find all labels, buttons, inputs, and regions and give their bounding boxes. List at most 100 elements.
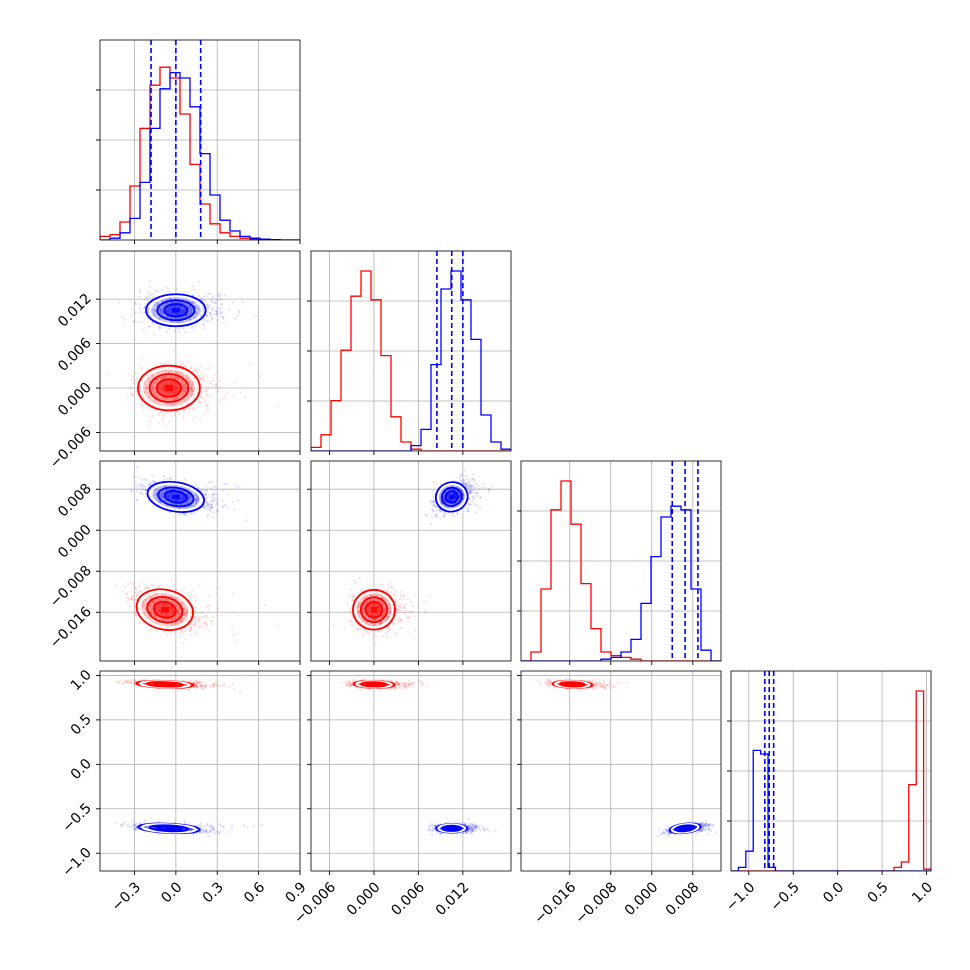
scatter-point [454, 495, 457, 499]
scatter-point [152, 601, 155, 604]
scatter-point [351, 595, 354, 599]
scatter-point [186, 303, 189, 307]
scatter-point [129, 387, 133, 390]
scatter-point [187, 499, 190, 502]
scatter-point [211, 296, 214, 299]
scatter-point [175, 503, 178, 506]
scatter-point [190, 589, 194, 592]
scatter-point [386, 630, 389, 633]
scatter-point [182, 607, 186, 610]
scatter-point [453, 497, 456, 501]
scatter-point [177, 410, 180, 413]
scatter-point [362, 604, 365, 607]
scatter-point [171, 618, 174, 621]
scatter-point [196, 500, 199, 503]
scatter-point [160, 317, 163, 320]
scatter-point [204, 388, 207, 391]
scatter-point [454, 496, 457, 499]
scatter-point [403, 605, 406, 608]
scatter-point [179, 316, 182, 320]
scatter-point [244, 519, 248, 522]
scatter-point [198, 308, 201, 311]
scatter-point [468, 503, 471, 506]
scatter-point [194, 684, 197, 688]
scatter-point [353, 580, 356, 583]
scatter-point [180, 619, 183, 623]
scatter-point [184, 513, 187, 516]
scatter-point [351, 594, 354, 597]
scatter-point [234, 640, 237, 643]
scatter-point [219, 587, 222, 590]
scatter-point [233, 394, 236, 397]
scatter-point [462, 481, 465, 484]
scatter-point [195, 615, 198, 618]
scatter-point [349, 588, 353, 591]
scatter-point [475, 491, 479, 494]
scatter-point [176, 503, 179, 506]
scatter-point [173, 398, 176, 401]
scatter-point [223, 482, 226, 485]
scatter-point [442, 496, 445, 499]
scatter-point [196, 682, 199, 686]
density-core-red [164, 384, 174, 392]
scatter-point [179, 496, 182, 499]
scatter-point [168, 607, 171, 610]
scatter-point [397, 616, 400, 619]
scatter-point [129, 490, 132, 493]
scatter-point [193, 495, 197, 498]
scatter-point [205, 507, 209, 510]
scatter-point [468, 489, 471, 492]
scatter-point [179, 503, 182, 506]
contour-red-3 [152, 600, 177, 619]
scatter-point [376, 593, 379, 597]
scatter-point [169, 382, 172, 385]
scatter-point [169, 606, 172, 609]
scatter-point [160, 605, 163, 608]
scatter-point [183, 496, 186, 499]
scatter-point [96, 397, 98, 399]
scatter-point [166, 383, 169, 386]
scatter-point [390, 585, 393, 588]
scatter-point [357, 605, 360, 608]
scatter-point [180, 310, 183, 313]
scatter-point [220, 297, 223, 301]
scatter-point [182, 618, 185, 621]
scatter-point [203, 317, 206, 321]
scatter-point [377, 608, 381, 611]
scatter-point [453, 497, 456, 500]
scatter-point [246, 685, 250, 688]
scatter-point [166, 495, 169, 498]
scatter-point [373, 617, 376, 621]
scatter-point [154, 480, 157, 483]
scatter-point [367, 607, 370, 610]
scatter-point [376, 606, 379, 609]
scatter-point [192, 369, 195, 373]
scatter-point [212, 294, 215, 297]
scatter-point [212, 485, 215, 488]
scatter-point [374, 624, 377, 627]
scatter-point [190, 384, 194, 387]
scatter-point [380, 621, 383, 624]
scatter-panel-0-3 [114, 677, 264, 838]
scatter-point [149, 420, 152, 423]
scatter-point [160, 384, 163, 387]
scatter-point [170, 380, 173, 383]
scatter-point [188, 505, 191, 508]
scatter-point [159, 307, 162, 310]
scatter-point [193, 623, 196, 626]
scatter-point [157, 301, 160, 304]
scatter-point [213, 492, 217, 496]
scatter-point [170, 370, 173, 374]
scatter-point [126, 599, 130, 602]
scatter-point [202, 682, 205, 685]
scatter-point [349, 619, 352, 622]
scatter-point [184, 383, 187, 386]
scatter-point [176, 320, 179, 323]
scatter-point [487, 488, 490, 491]
scatter-point [168, 297, 171, 301]
scatter-point [367, 606, 370, 610]
scatter-point [183, 315, 186, 318]
scatter-point [131, 378, 134, 381]
scatter-point [376, 606, 379, 609]
scatter-point [458, 494, 461, 498]
